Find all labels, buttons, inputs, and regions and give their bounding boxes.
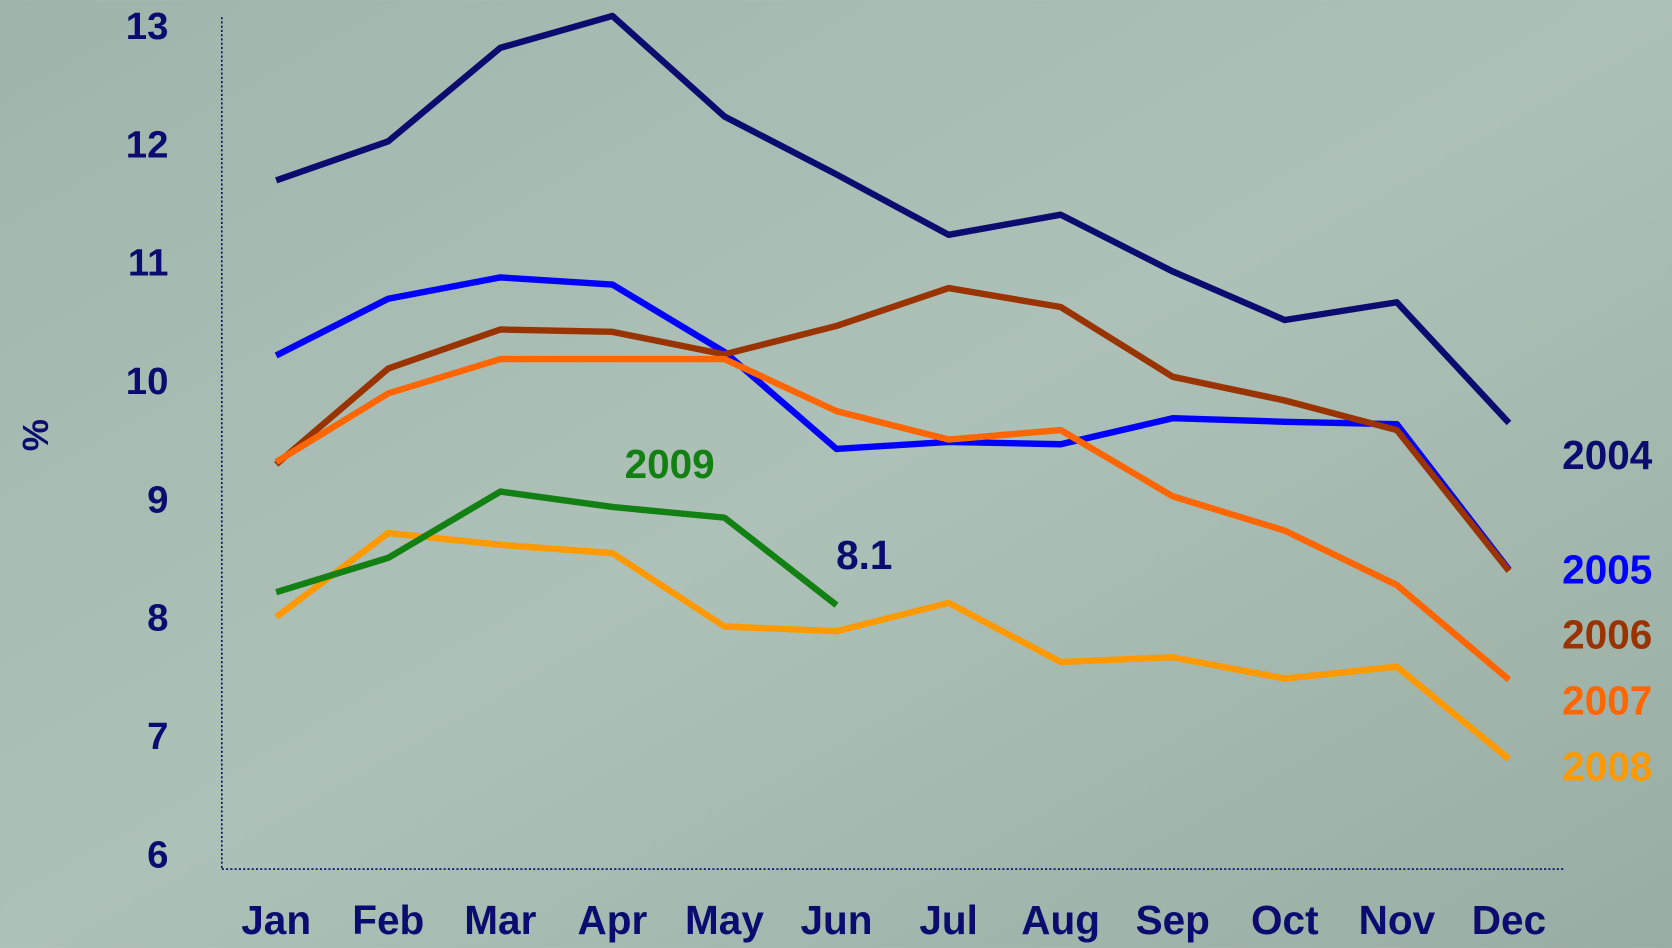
y-tick-label: 7	[147, 715, 168, 758]
y-tick-label: 10	[126, 360, 169, 403]
x-tick-label: Oct	[1251, 897, 1319, 943]
y-tick-label: 12	[126, 123, 169, 166]
series-label: 2009	[625, 441, 715, 487]
x-tick-label: Feb	[352, 897, 424, 943]
series-line	[275, 488, 839, 608]
series-label: 2007	[1562, 677, 1652, 723]
x-tick-label: Aug	[1021, 897, 1100, 943]
x-tick-label: Nov	[1359, 897, 1436, 943]
y-tick-label: 8	[147, 597, 168, 640]
x-tick-label: Jun	[801, 897, 873, 943]
series-label: 2005	[1562, 546, 1652, 592]
value-label: 8.1	[836, 532, 892, 578]
series-line	[274, 529, 1511, 762]
series-line	[274, 274, 1512, 572]
x-tick-label: May	[685, 897, 764, 943]
series-label: 2006	[1562, 611, 1652, 657]
x-tick-label: Jan	[241, 897, 311, 943]
series-label: 2008	[1562, 744, 1652, 790]
series-label: 2004	[1562, 432, 1653, 478]
x-tick-label: Dec	[1472, 897, 1546, 943]
x-tick-label: Mar	[464, 897, 536, 943]
y-tick-label: 9	[147, 478, 168, 521]
y-tick-label: 13	[126, 5, 169, 48]
x-tick-label: Apr	[578, 897, 648, 943]
series-line	[275, 12, 1512, 426]
y-axis-label: %	[15, 419, 56, 451]
y-tick-label: 6	[147, 833, 168, 876]
series-line	[274, 355, 1512, 683]
x-tick-label: Sep	[1136, 897, 1210, 943]
y-tick-label: 11	[128, 242, 169, 285]
x-tick-label: Jul	[919, 897, 978, 943]
series-line	[274, 284, 1512, 573]
